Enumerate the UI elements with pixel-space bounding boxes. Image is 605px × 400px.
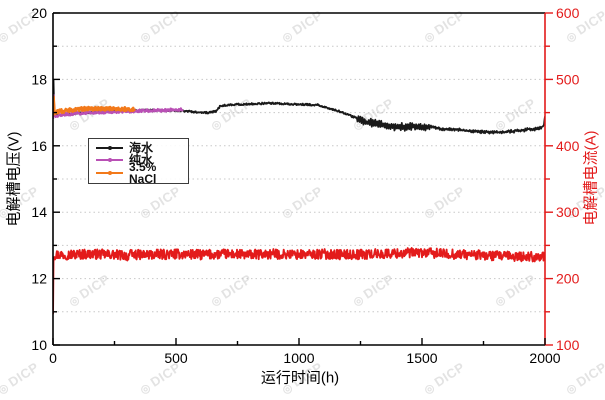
y-left-tick-label: 16 [31,138,47,154]
legend-entry: 纯水 [96,154,181,166]
x-tick-label: 1000 [283,350,314,366]
y-right-tick-label: 300 [556,204,580,220]
legend-entry: 3.5% NaCl [96,161,181,185]
y-right-tick-label: 500 [556,71,580,87]
legend-line-sample [96,146,123,150]
y-left-tick-label: 10 [31,337,47,353]
legend: 海水 纯水 3.5% NaCl [88,138,189,185]
series-纯水 [53,93,184,119]
series-海水 [53,79,545,135]
x-tick-label: 1500 [406,350,437,366]
legend-line-sample [96,171,123,175]
y-left-tick-label: 12 [31,271,47,287]
y-left-tick-label: 18 [31,71,47,87]
x-tick-label: 0 [49,350,57,366]
series-3.5% NaCl [53,95,136,117]
x-tick-label: 2000 [529,350,560,366]
y-right-tick-label: 100 [556,337,580,353]
legend-entry: 海水 [96,142,181,154]
legend-label: 3.5% NaCl [129,160,157,186]
series-电解槽电流 [53,247,545,315]
y-left-tick-label: 14 [31,204,47,220]
y-right-tick-label: 600 [556,5,580,21]
y-right-tick-label: 400 [556,138,580,154]
y-axis-right-title: 电解槽电流(A) [582,130,600,226]
x-axis-title: 运行时间(h) [260,369,340,387]
y-left-tick-label: 20 [31,5,47,21]
x-tick-label: 500 [164,350,188,366]
legend-marker-dot [107,146,112,150]
tick-marks [52,12,553,346]
gridlines [53,45,545,313]
tick-labels: 10 12 14 16 18 20 100 200 300 400 500 600 0 500 1000 15… [31,5,579,366]
legend-marker-dot [107,158,112,162]
legend-label: 海水 [129,141,154,155]
legend-label: 纯水 [129,153,154,167]
y-axis-left-title: 电解槽电压(V) [5,131,23,227]
legend-marker-dot [107,171,112,175]
series-layer [53,79,545,315]
y-right-tick-label: 200 [556,271,580,287]
legend-line-sample [96,158,123,162]
